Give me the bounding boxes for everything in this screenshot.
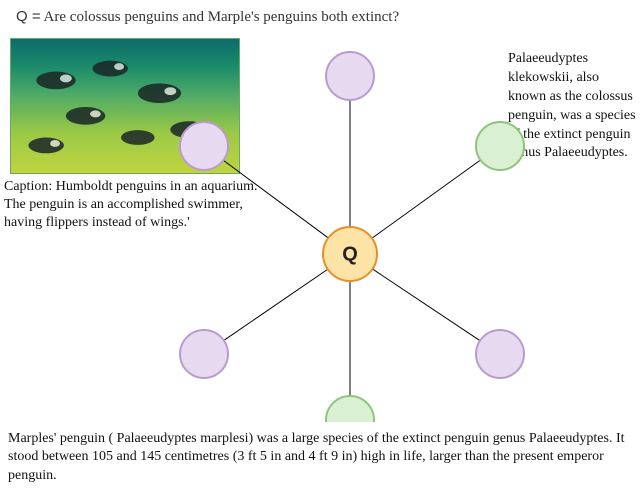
- question-prefix: Q =: [16, 8, 41, 25]
- diagram-edge: [223, 160, 328, 238]
- marples-text: Marples' penguin ( Palaeeudyptes marples…: [8, 430, 628, 485]
- question-line: Q = Are colossus penguins and Marple's p…: [16, 8, 399, 26]
- diagram-node: [180, 330, 228, 378]
- question-text: Are colossus penguins and Marple's pengu…: [44, 9, 400, 25]
- diagram-edge: [372, 160, 481, 238]
- network-diagram: Q: [160, 42, 540, 422]
- diagram-edge: [224, 269, 328, 340]
- diagram-node: [180, 122, 228, 170]
- diagram-center-label: Q: [342, 243, 358, 265]
- diagram-node: [326, 52, 374, 100]
- diagram-edge: [372, 269, 480, 341]
- diagram-node: [326, 396, 374, 422]
- diagram-node: [476, 122, 524, 170]
- diagram-node: [476, 330, 524, 378]
